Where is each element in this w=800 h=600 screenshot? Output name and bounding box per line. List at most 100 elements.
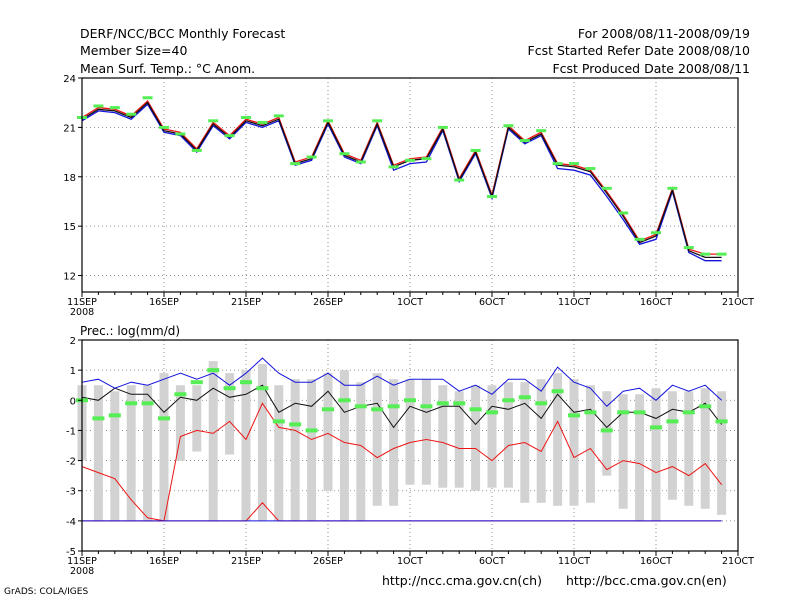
panel-precipitation bbox=[76, 339, 739, 556]
observed-marker bbox=[651, 231, 661, 235]
series-line-ensemble-mean bbox=[81, 101, 722, 259]
y-tick-label: -2 bbox=[66, 457, 76, 468]
y-tick-label: 2 bbox=[70, 336, 76, 347]
range-bar bbox=[208, 361, 218, 521]
observed-marker bbox=[387, 404, 400, 409]
observed-marker bbox=[470, 148, 481, 152]
produced-date: Fcst Produced Date 2008/08/11 bbox=[552, 61, 750, 76]
range-bar bbox=[454, 391, 464, 488]
observed-marker bbox=[125, 401, 138, 406]
observed-marker bbox=[92, 416, 105, 421]
observed-marker bbox=[339, 152, 350, 156]
observed-marker bbox=[584, 410, 597, 415]
observed-marker bbox=[633, 410, 646, 415]
observed-marker bbox=[453, 401, 466, 406]
x-tick-label: 26SEP bbox=[313, 556, 343, 567]
observed-marker bbox=[354, 404, 367, 409]
bcc-url[interactable]: http://bcc.cma.gov.cn(en) bbox=[566, 573, 727, 588]
observed-marker bbox=[141, 401, 154, 406]
observed-marker bbox=[190, 380, 203, 385]
range-bar bbox=[585, 385, 595, 503]
x-tick-label: 16OCT bbox=[640, 556, 672, 567]
range-bar bbox=[717, 391, 727, 515]
observed-marker bbox=[569, 162, 579, 166]
panel-temperature bbox=[77, 77, 739, 297]
observed-marker bbox=[290, 162, 301, 166]
y-tick-label: 12 bbox=[63, 272, 76, 283]
range-bar bbox=[274, 385, 284, 521]
observed-marker bbox=[158, 416, 170, 421]
range-bar bbox=[323, 373, 333, 491]
observed-marker bbox=[469, 407, 482, 412]
observed-marker bbox=[372, 119, 383, 123]
observed-marker bbox=[650, 425, 662, 430]
observed-marker bbox=[487, 195, 497, 199]
observed-marker bbox=[568, 413, 580, 418]
x-tick-label: 6OCT bbox=[479, 556, 505, 567]
range-bar bbox=[684, 391, 694, 506]
range-bar bbox=[438, 385, 448, 488]
y-tick-label: -1 bbox=[66, 426, 76, 437]
x-tick-label: 16OCT bbox=[640, 297, 672, 308]
series-line-lower-member bbox=[81, 103, 722, 262]
range-bar bbox=[635, 394, 645, 521]
observed-marker bbox=[552, 162, 563, 166]
observed-marker bbox=[585, 167, 596, 171]
observed-marker bbox=[126, 112, 137, 116]
observed-marker bbox=[617, 410, 630, 415]
observed-marker bbox=[322, 407, 334, 412]
x-tick-label: 11OCT bbox=[558, 556, 590, 567]
range-bar bbox=[290, 379, 300, 521]
observed-marker bbox=[142, 96, 153, 100]
range-bar bbox=[389, 379, 399, 506]
y-tick-label: -3 bbox=[66, 487, 76, 498]
observed-marker bbox=[93, 104, 104, 108]
x-tick-label: 11SEP bbox=[67, 556, 97, 567]
observed-marker bbox=[551, 389, 564, 394]
series-line-max bbox=[81, 357, 722, 408]
range-bar bbox=[487, 385, 497, 488]
observed-marker bbox=[437, 125, 448, 129]
observed-marker bbox=[388, 165, 399, 169]
observed-marker bbox=[240, 380, 252, 385]
range-bar bbox=[602, 391, 612, 476]
range-bar bbox=[110, 391, 120, 521]
observed-marker bbox=[502, 398, 515, 403]
y-tick-label: -5 bbox=[66, 547, 76, 558]
x-tick-label: 16SEP bbox=[149, 556, 179, 567]
observed-marker bbox=[306, 155, 317, 159]
observed-marker bbox=[174, 392, 187, 397]
observed-marker bbox=[272, 419, 285, 424]
observed-marker bbox=[519, 139, 530, 143]
observed-marker bbox=[666, 419, 679, 424]
range-bar bbox=[192, 385, 202, 452]
ncc-url[interactable]: http://ncc.cma.gov.cn(ch) bbox=[382, 573, 542, 588]
observed-marker bbox=[667, 186, 678, 190]
y-tick-label: 21 bbox=[63, 123, 76, 134]
range-bar bbox=[143, 385, 153, 521]
x-tick-label: 21SEP bbox=[231, 297, 261, 308]
range-bar bbox=[241, 370, 251, 521]
observed-marker bbox=[355, 160, 366, 164]
range-bar bbox=[225, 373, 235, 455]
observed-marker bbox=[338, 398, 351, 403]
range-bar bbox=[307, 379, 317, 521]
x-tick-label: 21OCT bbox=[722, 556, 754, 567]
observed-marker bbox=[518, 395, 531, 400]
member-size-label: Member Size=40 bbox=[80, 43, 188, 58]
observed-marker bbox=[371, 407, 384, 412]
precip-title: Prec.: log(mm/d) bbox=[80, 324, 180, 338]
observed-marker bbox=[682, 410, 695, 415]
observed-marker bbox=[109, 106, 120, 110]
observed-marker bbox=[699, 404, 712, 409]
variable-label: Mean Surf. Temp.: °C Anom. bbox=[80, 61, 256, 76]
observed-marker bbox=[715, 419, 728, 424]
range-bar bbox=[667, 391, 677, 500]
observed-marker bbox=[503, 124, 514, 128]
range-bar bbox=[536, 379, 546, 503]
x-tick-label: 21OCT bbox=[722, 297, 754, 308]
range-bar bbox=[618, 394, 628, 509]
observed-marker bbox=[273, 114, 284, 118]
range-bar bbox=[339, 370, 349, 521]
